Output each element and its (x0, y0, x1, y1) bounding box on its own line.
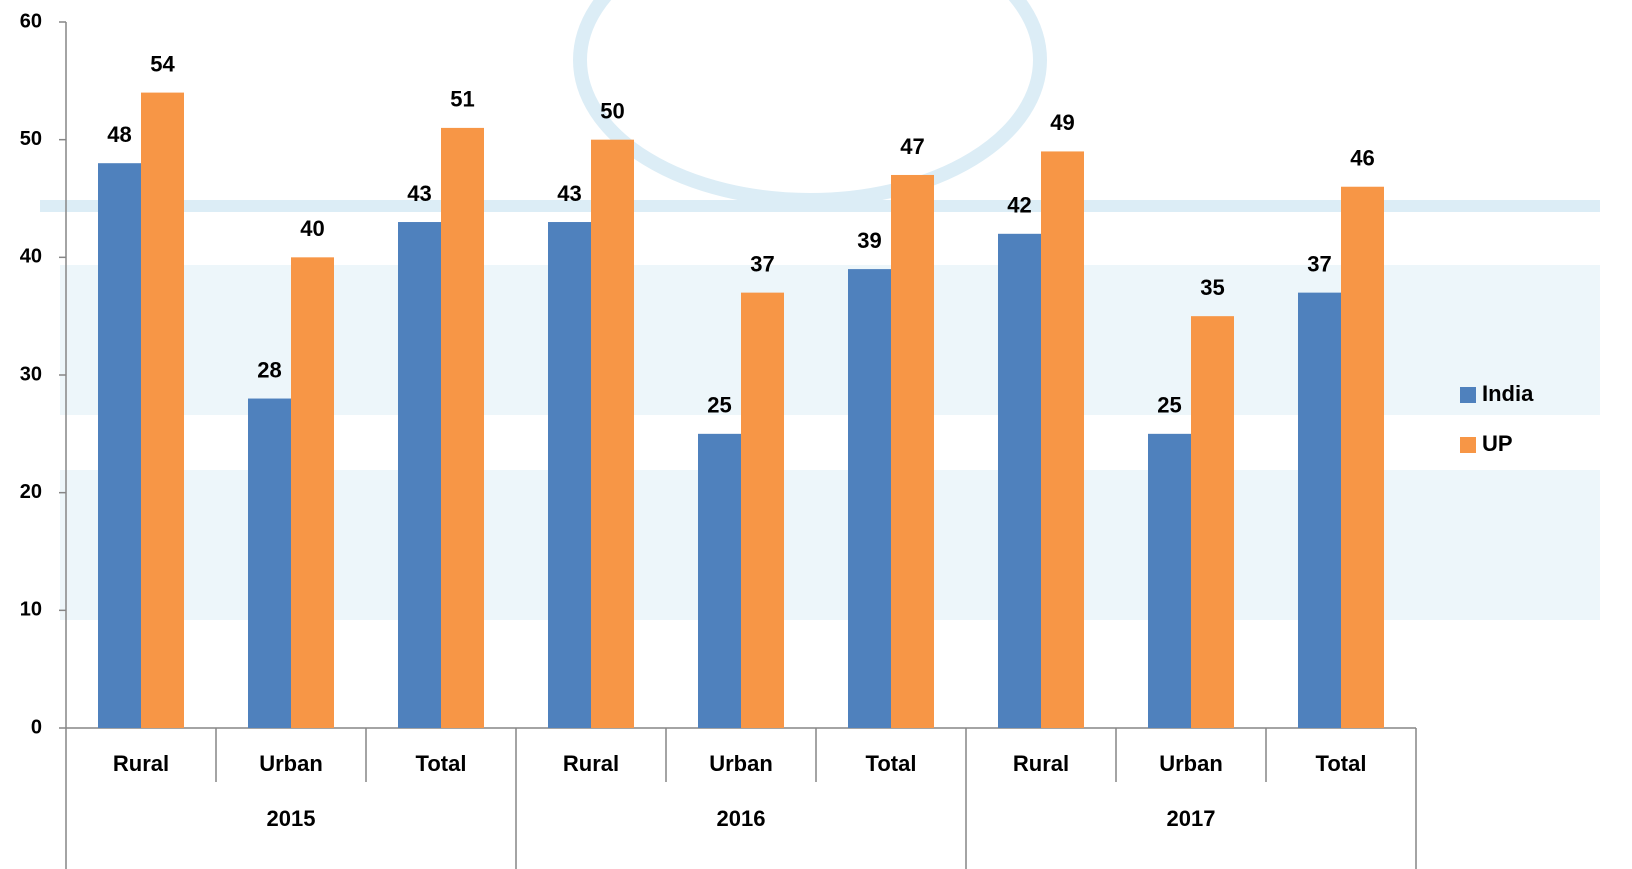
value-label: 47 (900, 134, 924, 159)
y-tick-label: 30 (20, 363, 42, 385)
value-label: 50 (600, 98, 624, 123)
y-tick-label: 50 (20, 128, 42, 150)
value-label: 25 (1157, 393, 1181, 418)
x-tick-label: Total (1316, 751, 1367, 776)
legend-label: UP (1482, 431, 1513, 456)
bar (1341, 186, 1384, 728)
legend-swatch (1460, 437, 1476, 453)
y-tick-label: 0 (31, 716, 42, 738)
y-tick-label: 60 (20, 10, 42, 32)
bar (848, 269, 891, 728)
value-label: 54 (150, 51, 175, 76)
value-label: 39 (857, 228, 881, 253)
value-label: 40 (300, 216, 324, 241)
x-tick-label: Total (416, 751, 467, 776)
x-tick-label: Rural (113, 751, 169, 776)
x-tick-label: Rural (1013, 751, 1069, 776)
bar (248, 398, 291, 728)
y-tick-label: 40 (20, 246, 42, 268)
bar (1148, 433, 1191, 728)
bar (1041, 151, 1084, 728)
bar (591, 139, 634, 728)
bar (698, 433, 741, 728)
bar (398, 222, 441, 729)
value-label: 43 (407, 181, 431, 206)
value-label: 37 (1307, 251, 1331, 276)
y-tick-label: 20 (20, 481, 42, 503)
x-tick-label: Urban (709, 751, 773, 776)
bar (741, 292, 784, 728)
x-tick-label: Total (866, 751, 917, 776)
bar (548, 222, 591, 729)
value-label: 51 (450, 87, 474, 112)
value-label: 28 (257, 357, 281, 382)
value-label: 49 (1050, 110, 1074, 135)
x-tick-label: Rural (563, 751, 619, 776)
value-label: 48 (107, 122, 131, 147)
bar (441, 127, 484, 728)
bar (891, 174, 934, 728)
bar (1191, 316, 1234, 728)
value-label: 37 (750, 251, 774, 276)
y-tick-label: 10 (20, 599, 42, 621)
value-label: 35 (1200, 275, 1224, 300)
x-tick-label: Urban (1159, 751, 1223, 776)
group-label: 2015 (267, 806, 316, 831)
value-label: 42 (1007, 193, 1031, 218)
value-label: 46 (1350, 146, 1374, 171)
legend-swatch (1460, 387, 1476, 403)
value-label: 25 (707, 393, 731, 418)
x-tick-label: Urban (259, 751, 323, 776)
bar (98, 163, 141, 728)
bar (1298, 292, 1341, 728)
bar (998, 233, 1041, 729)
value-label: 43 (557, 181, 581, 206)
bar (291, 257, 334, 728)
legend-label: India (1482, 381, 1534, 406)
group-label: 2017 (1167, 806, 1216, 831)
bar (141, 92, 184, 729)
group-label: 2016 (717, 806, 766, 831)
